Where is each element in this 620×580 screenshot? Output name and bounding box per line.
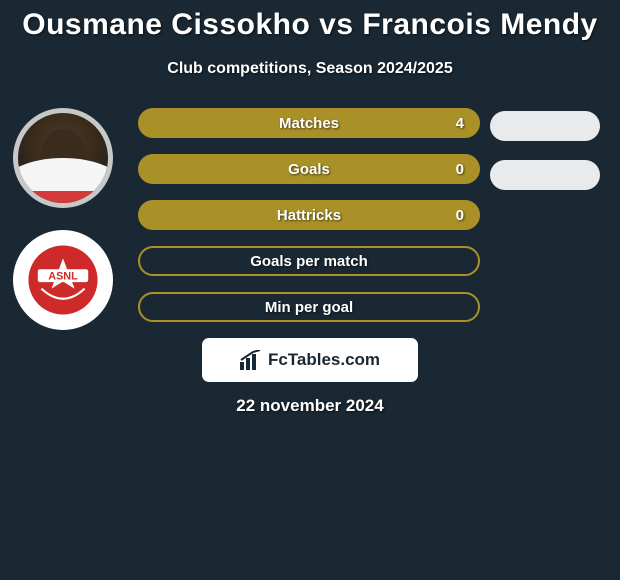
brand-text: FcTables.com — [268, 350, 380, 370]
subtitle: Club competitions, Season 2024/2025 — [0, 60, 620, 78]
right-oval-column — [490, 108, 610, 206]
stat-label: Goals per match — [250, 253, 368, 270]
stat-label: Matches — [279, 115, 339, 132]
left-avatar-column: ASNL — [8, 108, 118, 330]
brand-badge[interactable]: FcTables.com — [202, 338, 418, 382]
stat-label: Hattricks — [277, 207, 341, 224]
svg-text:ASNL: ASNL — [48, 270, 78, 282]
stat-row: Min per goal — [138, 292, 480, 322]
stat-label: Goals — [288, 161, 330, 178]
right-oval — [490, 160, 600, 190]
stat-value: 4 — [456, 115, 464, 132]
stat-value: 0 — [456, 161, 464, 178]
chart-icon — [240, 350, 262, 370]
stat-label: Min per goal — [265, 299, 353, 316]
stat-value: 0 — [456, 207, 464, 224]
stat-row: Goals per match — [138, 246, 480, 276]
stat-row: Hattricks 0 — [138, 200, 480, 230]
stat-row: Goals 0 — [138, 154, 480, 184]
content-area: ASNL Matches 4 Goals 0 Hattricks 0 Goals per m… — [0, 108, 620, 322]
stats-list: Matches 4 Goals 0 Hattricks 0 Goals per match M… — [138, 108, 480, 322]
right-oval — [490, 111, 600, 141]
club-badge-icon: ASNL — [27, 244, 99, 316]
comparison-card: Ousmane Cissokho vs Francois Mendy Club … — [0, 0, 620, 416]
date-label: 22 november 2024 — [0, 396, 620, 416]
player-avatar — [13, 108, 113, 208]
stat-row: Matches 4 — [138, 108, 480, 138]
club-badge: ASNL — [13, 230, 113, 330]
page-title: Ousmane Cissokho vs Francois Mendy — [0, 8, 620, 42]
